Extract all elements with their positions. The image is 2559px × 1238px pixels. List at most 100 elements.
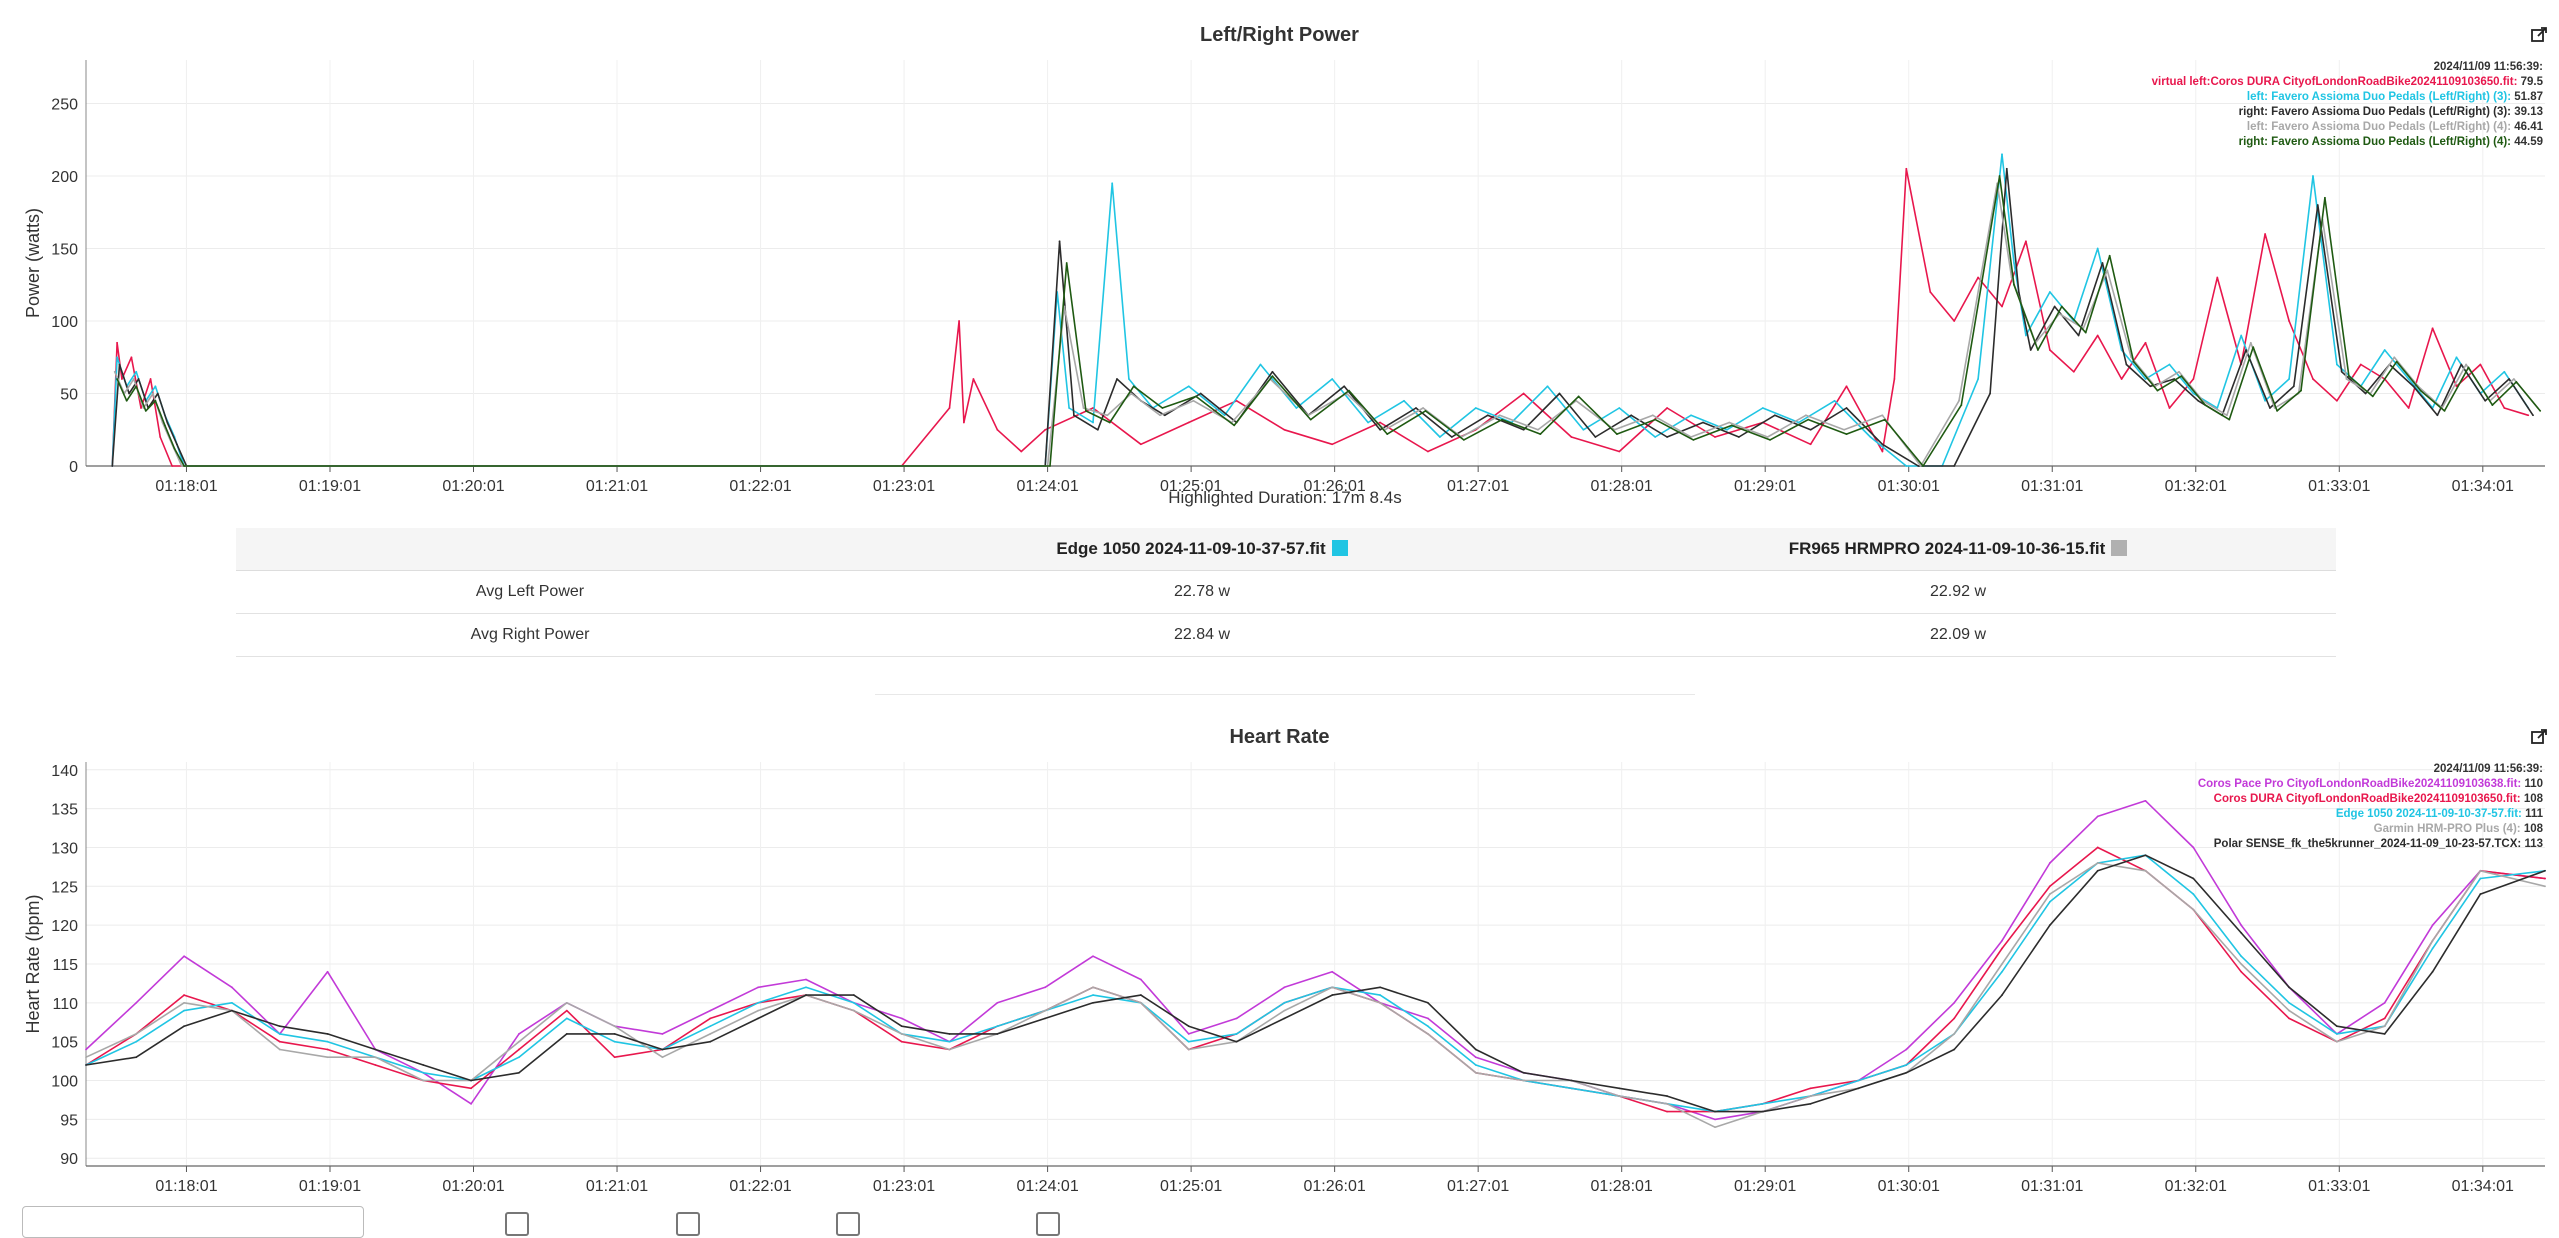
data-point	[1522, 392, 1525, 395]
data-point	[2288, 1001, 2290, 1004]
data-point	[470, 1079, 473, 1082]
data-point	[2240, 955, 2243, 958]
data-point	[2340, 370, 2343, 373]
data-point	[1049, 465, 1051, 467]
x-tick-label: 01:19:01	[299, 478, 361, 495]
data-point	[1714, 436, 1716, 438]
series-line-4[interactable]	[85, 862, 2546, 1128]
data-point	[1809, 428, 1812, 431]
data-point	[518, 1048, 520, 1051]
series-line-2[interactable]	[85, 846, 2546, 1113]
data-point	[1379, 1001, 1381, 1004]
series-line-5[interactable]	[85, 854, 2546, 1113]
y-tick-label: 250	[51, 97, 78, 114]
checkbox[interactable]	[676, 1212, 700, 1236]
data-point	[2025, 240, 2027, 243]
data-point	[1427, 1001, 1429, 1004]
checkbox[interactable]	[505, 1212, 529, 1236]
legend-entry: virtual left:Coros DURA CityofLondonRoad…	[2152, 76, 2544, 88]
data-point	[166, 421, 169, 424]
data-point	[900, 1033, 903, 1035]
data-point	[2225, 414, 2228, 417]
checkbox[interactable]	[836, 1212, 860, 1236]
legend-timestamp: 2024/11/09 11:56:39:	[2434, 61, 2543, 73]
data-point	[2048, 885, 2051, 888]
series-line-1[interactable]	[85, 799, 2546, 1121]
data-point	[1194, 395, 1197, 398]
data-point	[2192, 893, 2195, 895]
data-point	[1192, 399, 1195, 402]
data-point	[2168, 363, 2171, 366]
data-point	[2130, 356, 2133, 359]
data-point	[2120, 378, 2123, 380]
data-point	[1139, 1001, 1142, 1004]
data-point	[2527, 414, 2530, 417]
filter-input[interactable]	[22, 1206, 364, 1238]
data-point	[1295, 407, 1298, 409]
data-point	[996, 1001, 999, 1004]
data-point	[1690, 414, 1692, 417]
y-tick-label: 50	[60, 387, 78, 404]
data-point	[805, 978, 807, 981]
data-point	[1386, 433, 1389, 435]
data-point	[1958, 399, 1960, 402]
x-tick-label: 01:22:01	[729, 1178, 791, 1195]
x-tick-label: 01:28:01	[1591, 478, 1653, 495]
data-point	[1570, 1087, 1573, 1090]
data-point	[1570, 1079, 1573, 1082]
data-point	[2288, 378, 2290, 380]
data-point	[180, 465, 183, 467]
data-point	[164, 424, 166, 427]
data-point	[2544, 869, 2546, 872]
data-point	[85, 1064, 87, 1066]
data-point	[2029, 349, 2032, 351]
data-point	[1953, 1001, 1956, 1004]
data-point	[2025, 334, 2027, 337]
data-point	[1577, 395, 1580, 398]
power-chart[interactable]: 0 50 100 150 200 250 01:18:01 01:19:01 01:20:01 0…	[0, 0, 2559, 500]
y-tick-label: 135	[51, 802, 78, 819]
data-point	[2460, 363, 2463, 366]
checkbox[interactable]	[1036, 1212, 1060, 1236]
power-chart-edit-icon[interactable]	[2530, 26, 2548, 44]
data-point	[2465, 363, 2467, 366]
legend-entry: right: Favero Assioma Duo Pedals (Left/R…	[2239, 136, 2543, 148]
row-value-fr965: 22.09 w	[1580, 613, 2336, 657]
data-point	[1881, 450, 1884, 453]
data-point	[2431, 970, 2434, 973]
hr-chart-title: Heart Rate	[1229, 726, 1330, 748]
x-tick-label: 01:28:01	[1591, 1178, 1653, 1195]
data-point	[278, 1040, 281, 1043]
data-point	[2072, 370, 2075, 373]
data-point	[1474, 1071, 1477, 1074]
y-axis-title: Heart Rate (bpm)	[23, 894, 43, 1033]
data-point	[1283, 1009, 1286, 1012]
data-point	[1044, 1009, 1047, 1012]
data-point	[1235, 1040, 1238, 1043]
data-point	[149, 378, 152, 380]
data-point	[1666, 407, 1669, 409]
power-chart-title: Left/Right Power	[1200, 24, 1359, 46]
data-point	[2455, 356, 2458, 359]
data-point	[2395, 360, 2398, 363]
data-point	[1474, 407, 1477, 409]
data-point	[900, 1025, 903, 1028]
data-point	[1068, 407, 1071, 409]
data-point	[2479, 363, 2482, 366]
data-point	[1905, 1048, 1908, 1051]
data-point	[171, 465, 174, 467]
data-point	[1111, 182, 1114, 185]
data-point	[470, 1087, 473, 1090]
data-point	[1766, 436, 1769, 438]
data-point	[2383, 349, 2386, 351]
data-point	[2192, 877, 2195, 880]
hr-chart-edit-icon[interactable]	[2530, 728, 2548, 746]
data-point	[1223, 414, 1226, 417]
data-point	[1893, 378, 1896, 380]
data-point	[2096, 334, 2099, 337]
data-point	[1845, 433, 1848, 435]
data-point	[1919, 465, 1922, 467]
series-line-3[interactable]	[85, 854, 2546, 1113]
data-point	[1379, 428, 1381, 431]
